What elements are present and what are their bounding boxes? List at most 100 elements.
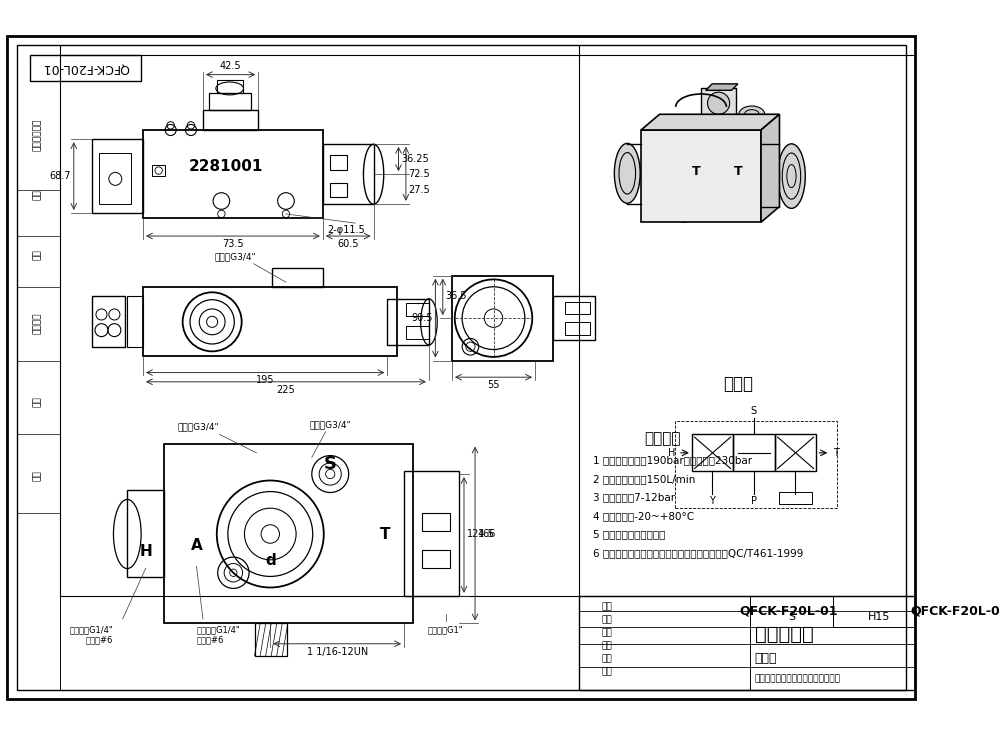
Bar (323, 144, 374, 204)
Text: 60.5: 60.5 (337, 239, 359, 249)
Text: 90.5: 90.5 (411, 313, 433, 323)
Text: S: S (324, 455, 337, 473)
Text: 195: 195 (256, 376, 274, 385)
Text: A: A (191, 537, 202, 553)
Bar (565, 301, 590, 315)
Bar (553, 296, 595, 340)
Text: 225: 225 (277, 384, 295, 395)
Text: 技术参数: 技术参数 (644, 431, 681, 446)
Text: H15: H15 (868, 612, 890, 622)
Text: 6 产品执行标准：《自卸汽车换向阀技术条件》QC/T461-1999: 6 产品执行标准：《自卸汽车换向阀技术条件》QC/T461-1999 (593, 548, 804, 558)
Text: 进气塞#6: 进气塞#6 (196, 636, 224, 645)
Ellipse shape (778, 144, 805, 209)
Bar (675, 420, 837, 508)
Text: 36.5: 36.5 (446, 291, 467, 301)
Text: 42.5: 42.5 (220, 61, 241, 71)
Text: 初底图号: 初底图号 (33, 313, 42, 334)
Text: 55: 55 (487, 380, 500, 390)
Text: 排气塞#6: 排气塞#6 (86, 636, 113, 645)
Text: H: H (139, 544, 152, 559)
Text: 回油口G3/4": 回油口G3/4" (178, 423, 220, 431)
Polygon shape (641, 114, 779, 130)
Text: T: T (380, 526, 391, 542)
Text: 描图: 描图 (602, 615, 612, 624)
Text: 36.25: 36.25 (401, 154, 429, 165)
Text: 2-φ11.5: 2-φ11.5 (327, 225, 365, 235)
Text: 2281001: 2281001 (189, 159, 263, 174)
Text: 73.5: 73.5 (222, 239, 244, 249)
Bar (404, 471, 459, 596)
Bar (330, 182, 347, 197)
Bar (775, 434, 816, 471)
Bar (387, 298, 429, 345)
Text: Y: Y (709, 496, 715, 506)
Text: 日期: 日期 (602, 667, 612, 676)
Circle shape (708, 92, 730, 114)
Circle shape (660, 131, 677, 148)
Text: QFCK-F20L-01: QFCK-F20L-01 (739, 605, 838, 618)
Bar (272, 268, 323, 287)
Text: H: H (668, 448, 675, 458)
Text: 常州市武进安邦液压件制造有限公司: 常州市武进安邦液压件制造有限公司 (755, 674, 841, 684)
Text: 校量: 校量 (602, 628, 612, 637)
Text: 1 1/16-12UN: 1 1/16-12UN (307, 647, 368, 656)
Bar (127, 296, 143, 347)
Bar (422, 513, 450, 531)
Bar (143, 287, 397, 356)
Text: 签字: 签字 (602, 654, 612, 663)
Text: 厂气接口G1/4": 厂气接口G1/4" (196, 625, 240, 634)
Bar (255, 623, 287, 656)
Text: 排气接口G1/4": 排气接口G1/4" (70, 625, 113, 634)
Ellipse shape (614, 143, 640, 204)
Bar (143, 130, 323, 218)
Bar (99, 153, 131, 204)
Text: 回油出口G1": 回油出口G1" (428, 625, 463, 634)
Bar (779, 492, 812, 503)
Text: T: T (692, 165, 701, 178)
Bar (92, 139, 143, 213)
Text: 3 控制气压：7-12bar: 3 控制气压：7-12bar (593, 492, 675, 503)
Text: QFCK-F20L-01: QFCK-F20L-01 (42, 62, 129, 75)
Bar (203, 110, 258, 130)
Text: 1 压力：额定压力190bar，最大压力230bar: 1 压力：额定压力190bar，最大压力230bar (593, 456, 752, 465)
Bar (579, 596, 915, 690)
Text: 原理图: 原理图 (723, 375, 753, 392)
Text: 2 流量：最大流量150L/min: 2 流量：最大流量150L/min (593, 474, 696, 484)
Bar (733, 434, 775, 471)
Bar (217, 80, 243, 93)
Text: 描图: 描图 (33, 189, 42, 200)
Text: S: S (751, 406, 757, 416)
Bar (701, 88, 736, 118)
Text: 166: 166 (478, 529, 496, 539)
Ellipse shape (739, 106, 765, 123)
Text: S: S (788, 612, 795, 622)
Bar (330, 155, 347, 170)
Bar (209, 93, 251, 110)
Bar (164, 444, 413, 623)
Text: d: d (265, 553, 276, 568)
Text: 68.7: 68.7 (50, 171, 71, 181)
Polygon shape (706, 84, 738, 90)
Text: 管通用件登记: 管通用件登记 (33, 118, 42, 151)
Bar (406, 304, 429, 316)
Text: 签字: 签字 (33, 397, 42, 407)
Bar (452, 276, 553, 361)
Text: 27.5: 27.5 (409, 185, 430, 195)
Bar (127, 490, 164, 578)
Polygon shape (761, 114, 779, 222)
Bar (692, 434, 733, 471)
Bar (17, 45, 60, 690)
Bar (565, 322, 590, 334)
Text: 72.5: 72.5 (409, 169, 430, 179)
Circle shape (681, 128, 694, 141)
Text: T: T (734, 165, 742, 178)
Text: 124.5: 124.5 (467, 529, 495, 539)
Text: 设计: 设计 (602, 603, 612, 612)
Text: P: P (751, 496, 757, 506)
Text: 进油口G3/4": 进油口G3/4" (214, 252, 256, 261)
Text: 4 工作温度：-20~+80°C: 4 工作温度：-20~+80°C (593, 511, 694, 521)
Text: 组合件: 组合件 (755, 652, 777, 665)
Polygon shape (641, 130, 761, 222)
Text: 液压换向阀: 液压换向阀 (755, 625, 813, 644)
Bar (30, 55, 141, 81)
